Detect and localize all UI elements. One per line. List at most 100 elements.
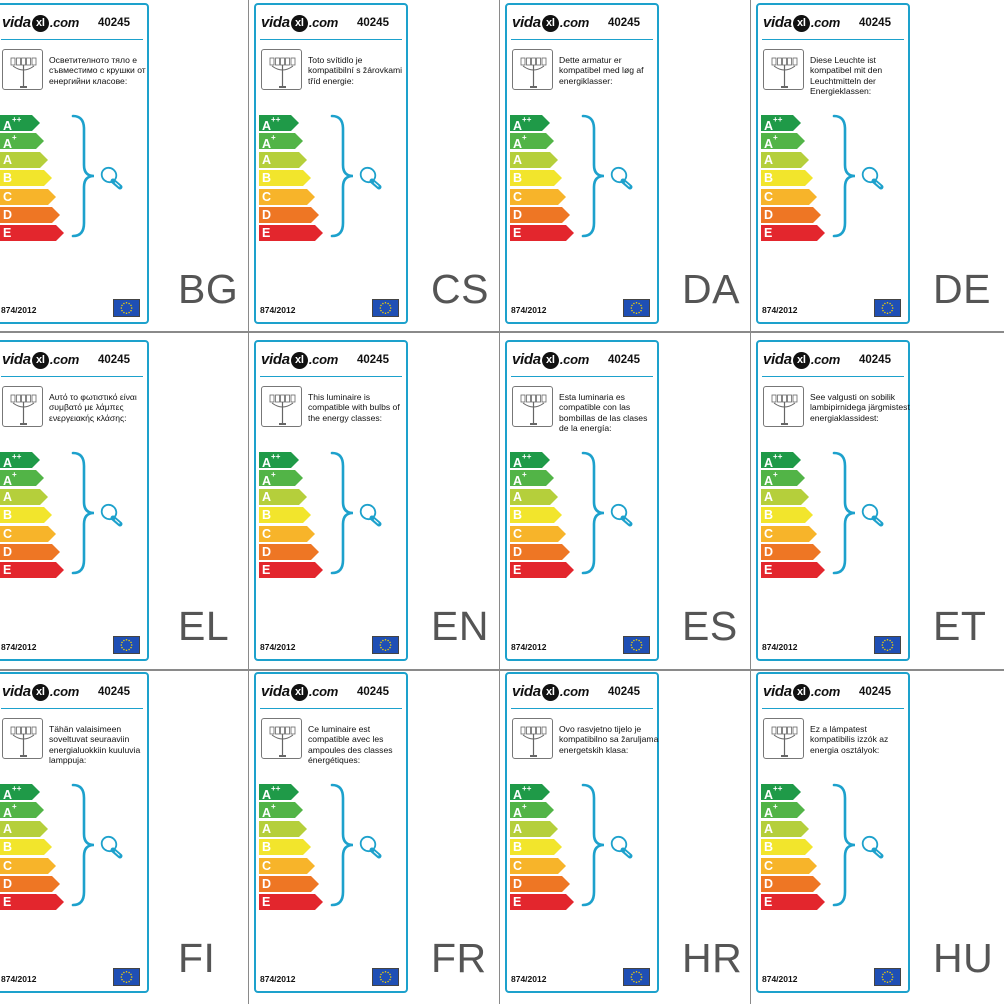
energy-class-superscript: + [271, 470, 276, 480]
energy-class-letter: B [764, 508, 774, 523]
energy-class-letter: D [3, 876, 13, 891]
energy-class-letter: C [3, 189, 13, 204]
product-code: 40245 [859, 354, 891, 366]
header-divider [511, 376, 653, 377]
header-divider [1, 39, 143, 40]
bracket-icon [831, 782, 857, 913]
energy-class-letter: B [513, 171, 523, 186]
energy-class-letter: B [262, 171, 272, 186]
energy-class-letter: E [3, 895, 12, 910]
energy-class-letter: A [513, 821, 523, 836]
label-cell-hr: vida xl .com 40245 Ovo rasvjetno tijelo je k… [502, 669, 753, 1004]
energy-class-superscript: ++ [12, 115, 22, 124]
product-code: 40245 [859, 686, 891, 698]
language-code: ES [682, 603, 738, 649]
eu-flag-icon [113, 299, 140, 317]
regulation-number: 874/2012 [511, 974, 547, 984]
energy-class-letter: B [513, 840, 523, 855]
bracket-icon [831, 450, 857, 581]
language-code: BG [178, 266, 239, 312]
regulation-number: 874/2012 [1, 642, 37, 652]
energy-class-letter: D [3, 207, 13, 222]
energy-class-letter: C [262, 858, 272, 873]
product-code: 40245 [608, 354, 640, 366]
energy-class-letter: A [262, 456, 272, 471]
compatibility-text: Осветителното тяло е съвместимо с крушки… [49, 55, 146, 86]
energy-class-letter: E [764, 563, 773, 578]
energy-class-letter: A [3, 821, 13, 836]
energy-class-letter: D [764, 207, 774, 222]
eu-flag-icon [113, 968, 140, 986]
label-cell-da: vida xl .com 40245 Dette armatur er kompatib… [502, 0, 753, 335]
language-code: DE [933, 266, 991, 312]
bracket-icon [580, 113, 606, 244]
energy-class-letter: A [262, 119, 272, 134]
energy-class-superscript: ++ [522, 115, 532, 124]
energy-class-letter: D [262, 544, 272, 559]
energy-class-superscript: ++ [12, 452, 22, 461]
vidaxl-logo: vida xl .com [512, 14, 589, 32]
grid-divider-vertical [749, 0, 751, 1004]
lamp-icon [512, 49, 553, 90]
product-code: 40245 [859, 17, 891, 29]
lamp-icon [2, 49, 43, 90]
energy-class-superscript: + [522, 470, 527, 480]
label-cell-de: vida xl .com 40245 Diese Leuchte ist kompati… [753, 0, 1004, 335]
energy-class-superscript: ++ [522, 452, 532, 461]
bracket-icon [329, 113, 355, 244]
energy-class-letter: B [3, 840, 13, 855]
energy-class-letter: B [262, 508, 272, 523]
energy-class-letter: E [3, 226, 12, 241]
vidaxl-logo: vida xl .com [512, 683, 589, 701]
language-code: ET [933, 603, 987, 649]
regulation-number: 874/2012 [1, 305, 37, 315]
bracket-icon [329, 782, 355, 913]
energy-class-superscript: ++ [522, 784, 532, 793]
energy-class-letter: D [764, 544, 774, 559]
compatibility-text: Toto svítidlo je kompatibilní s žárovkam… [308, 55, 403, 86]
energy-class-letter: B [764, 171, 774, 186]
energy-class-letter: E [513, 895, 522, 910]
bracket-icon [580, 450, 606, 581]
bulb-icon [609, 502, 637, 535]
energy-class-letter: E [764, 226, 773, 241]
energy-class-letter: A [764, 456, 774, 471]
regulation-number: 874/2012 [762, 642, 798, 652]
energy-class-letter: E [3, 563, 12, 578]
vidaxl-logo: vida xl .com [261, 683, 338, 701]
lamp-icon [763, 49, 804, 90]
energy-class-letter: C [513, 526, 523, 541]
energy-class-letter: A [513, 806, 523, 821]
energy-class-letter: A [262, 806, 272, 821]
energy-class-letter: C [764, 858, 774, 873]
energy-class-letter: E [513, 226, 522, 241]
energy-class-superscript: + [271, 133, 276, 143]
bracket-icon [831, 113, 857, 244]
energy-class-letter: E [262, 895, 271, 910]
energy-class-letter: C [262, 189, 272, 204]
regulation-number: 874/2012 [511, 642, 547, 652]
energy-label-card: vida xl .com 40245 Diese Leuchte ist kompati… [756, 3, 910, 324]
energy-label-card: vida xl .com 40245 Dette armatur er kompatib… [505, 3, 659, 324]
grid-divider-vertical [247, 0, 249, 1004]
header-divider [260, 708, 402, 709]
compatibility-text: Tähän valaisimeen soveltuvat seuraaviin … [49, 724, 141, 766]
energy-label-card: vida xl .com 40245 Осветителното тяло е съвм… [0, 3, 149, 324]
eu-flag-icon [623, 968, 650, 986]
compatibility-text: See valgusti on sobilik lambipirnidega j… [810, 392, 910, 423]
language-code: EN [431, 603, 489, 649]
product-code: 40245 [98, 354, 130, 366]
energy-class-superscript: ++ [271, 115, 281, 124]
energy-class-letter: A [3, 456, 13, 471]
bulb-icon [358, 834, 386, 867]
bracket-icon [70, 113, 96, 244]
vidaxl-logo: vida xl .com [763, 351, 840, 369]
lamp-icon [763, 386, 804, 427]
bulb-icon [358, 165, 386, 198]
bracket-icon [70, 782, 96, 913]
lamp-icon [261, 49, 302, 90]
regulation-number: 874/2012 [1, 974, 37, 984]
energy-class-letter: C [513, 858, 523, 873]
lamp-icon [2, 386, 43, 427]
